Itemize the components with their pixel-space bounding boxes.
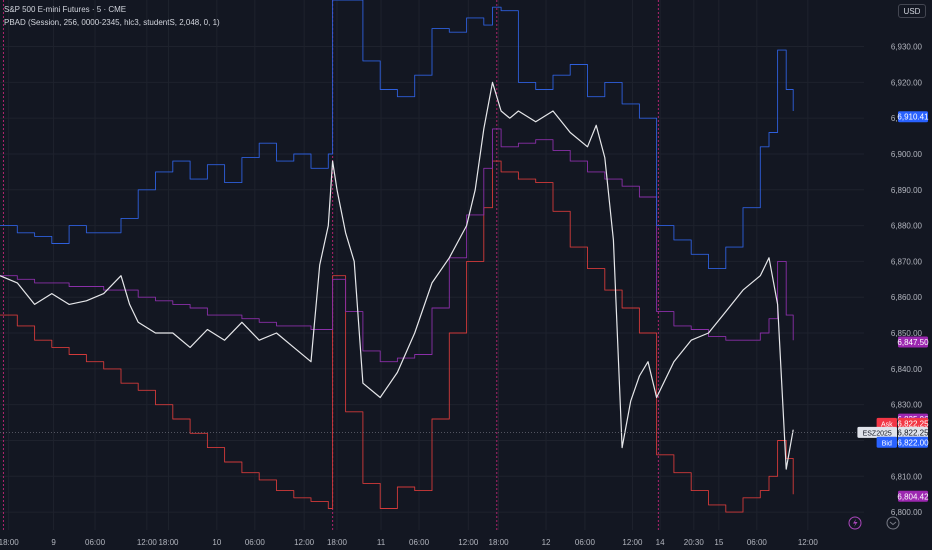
x-tick-label: 18:00	[489, 538, 510, 547]
price-tag-box	[876, 436, 897, 448]
price-tag-box	[857, 426, 897, 438]
x-tick-label: 18:00	[0, 538, 19, 547]
y-tick-label: 6,930.00	[891, 43, 923, 52]
price-label-box	[898, 336, 928, 348]
y-tick-label: 6,880.00	[891, 222, 923, 231]
y-tick-label: 6,850.00	[891, 329, 923, 338]
price-labels: 6,910.416,847.506,825.966,822.25Ask6,822…	[857, 111, 929, 502]
x-tick-label: 12:00	[458, 538, 479, 547]
x-tick-label: 12	[542, 538, 551, 547]
x-tick-label: 06:00	[409, 538, 430, 547]
price-tag: ESZ2025	[863, 430, 892, 437]
price-label-box	[898, 417, 928, 429]
x-tick-label: 18:00	[327, 538, 348, 547]
y-tick-label: 6,840.00	[891, 365, 923, 374]
x-tick-label: 14	[656, 538, 665, 547]
price-label: 6,804.42	[897, 492, 929, 501]
y-tick-label: 6,870.00	[891, 257, 923, 266]
upper-band-line	[0, 0, 794, 270]
y-tick-label: 6,900.00	[891, 150, 923, 159]
currency-button[interactable]: USD	[898, 4, 926, 18]
price-label-box	[898, 490, 928, 502]
x-tick-label: 12:00	[137, 538, 158, 547]
price-label: 6,847.50	[897, 338, 929, 347]
replay-icon[interactable]	[886, 516, 900, 530]
x-tick-label: 10	[212, 538, 221, 547]
x-tick-label: 06:00	[245, 538, 266, 547]
x-tick-label: 12:00	[798, 538, 819, 547]
price-line	[0, 81, 794, 470]
x-tick-label: 12:00	[294, 538, 315, 547]
price-label-box	[898, 426, 928, 438]
y-tick-label: 6,800.00	[891, 508, 923, 517]
x-tick-label: 12:00	[622, 538, 643, 547]
price-label-box	[898, 436, 928, 448]
x-tick-label: 06:00	[747, 538, 768, 547]
y-tick-label: 6,830.00	[891, 401, 923, 410]
price-label: 6,822.00	[897, 438, 929, 447]
lightning-icon[interactable]	[848, 516, 862, 530]
session-breaks	[2, 0, 659, 530]
price-tag: Ask	[881, 421, 893, 428]
y-tick-label: 6,920.00	[891, 78, 923, 87]
x-tick-label: 15	[714, 538, 723, 547]
mid-band-line	[0, 128, 794, 363]
y-tick-label: 6,890.00	[891, 186, 923, 195]
price-label-box	[898, 111, 928, 123]
x-tick-label: 06:00	[575, 538, 596, 547]
x-tick-label: 18:00	[158, 538, 179, 547]
chart-series	[0, 0, 864, 513]
x-tick-label: 9	[51, 538, 56, 547]
y-tick-label: 6,810.00	[891, 472, 923, 481]
price-label: 6,822.25	[897, 428, 929, 437]
lower-band-line	[0, 160, 794, 513]
y-tick-label: 6,860.00	[891, 293, 923, 302]
price-tag: Bid	[882, 440, 892, 447]
x-tick-label: 06:00	[85, 538, 106, 547]
price-tag-box	[876, 417, 897, 429]
indicator-legend[interactable]: PBAD (Session, 256, 0000-2345, hlc3, stu…	[4, 18, 220, 27]
x-tick-label: 20:30	[684, 538, 705, 547]
chart-title: S&P 500 E-mini Futures · 5 · CME	[4, 5, 127, 14]
price-label: 6,822.25	[897, 419, 929, 428]
price-label: 6,910.41	[897, 113, 929, 122]
x-tick-label: 11	[377, 538, 386, 547]
x-axis: 18:00 9 06:00 12:00 18:00 10 06:00 12:00 18:00 11…	[0, 538, 818, 547]
